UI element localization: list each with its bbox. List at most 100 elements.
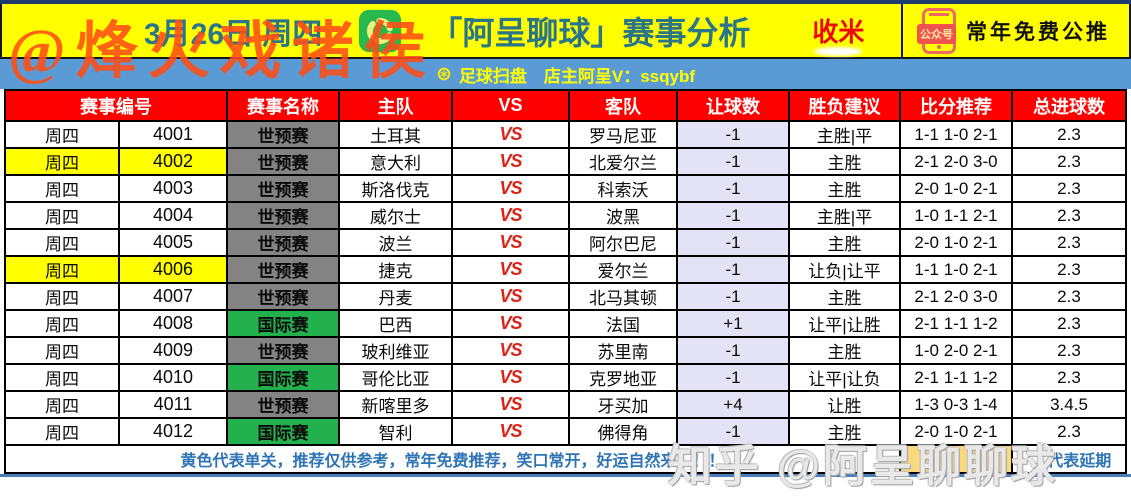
match-day-cell: 周四 [4,255,120,284]
col-header-total-goals: 总进球数 [1011,89,1127,122]
advice-cell: 主胜 [788,282,901,311]
total-goals-cell: 3.4.5 [1011,390,1127,419]
away-team-cell: 牙买加 [568,390,678,419]
score-prediction-cell: 2-0 1-0 2-1 [899,417,1013,446]
competition-cell: 世预赛 [226,147,340,176]
phone-icon: 公众号 [917,7,956,54]
match-number-cell: 4009 [118,336,228,365]
match-number-cell: 4010 [118,363,228,392]
home-team-cell: 斯洛伐克 [338,174,453,203]
swirl-logo-icon [359,9,402,52]
advice-cell: 让负|让平 [788,255,901,284]
table-row: 周四 4012 国际赛 智利 VS 佛得角 -1 主胜 2-0 1-0 2-1 2.3 [4,417,1127,446]
col-header-home: 主队 [338,89,453,122]
col-header-advice: 胜负建议 [788,89,901,122]
table-row: 周四 4005 世预赛 波兰 VS 阿尔巴尼 -1 主胜 2-0 1-0 2-1 2.3 [4,228,1127,257]
total-goals-cell: 2.3 [1011,309,1127,338]
handicap-cell: -1 [676,147,790,176]
col-header-handicap: 让球数 [676,89,790,122]
competition-cell: 国际赛 [226,309,340,338]
home-team-cell: 巴西 [338,309,453,338]
home-team-cell: 智利 [338,417,453,446]
match-table: 赛事编号 赛事名称 主队 VS 客队 让球数 胜负建议 比分推荐 总进球数 周四… [4,89,1127,474]
total-goals-cell: 2.3 [1011,417,1127,446]
table-row: 周四 4008 国际赛 巴西 VS 法国 +1 让平|让胜 2-1 1-1 1-2 2.3 [4,309,1127,338]
total-goals-cell: 2.3 [1011,120,1127,149]
match-day-cell: 周四 [4,147,120,176]
advice-cell: 主胜|平 [788,120,901,149]
away-team-cell: 克罗地亚 [568,363,678,392]
table-row: 周四 4007 世预赛 丹麦 VS 北马其顿 -1 主胜 2-1 2-0 3-0 2.3 [4,282,1127,311]
score-prediction-cell: 1-1 1-0 2-1 [899,120,1013,149]
shoumi-badge: 收米 [812,12,864,49]
advice-cell: 让胜 [788,390,901,419]
public-account-tag: 公众号 [917,23,956,44]
advice-cell: 主胜 [788,147,901,176]
total-goals-cell: 2.3 [1011,255,1127,284]
match-date: 3月26日 周四 [144,17,323,51]
table-row: 周四 4010 国际赛 哥伦比亚 VS 克罗地亚 -1 让平|让负 2-1 1-1 1-2 2.3 [4,363,1127,392]
home-team-cell: 土耳其 [338,120,453,149]
match-number-cell: 4002 [118,147,228,176]
col-header-score: 比分推荐 [899,89,1013,122]
total-goals-cell: 2.3 [1011,174,1127,203]
away-team-cell: 佛得角 [568,417,678,446]
home-team-cell: 新喀里多 [338,390,453,419]
home-team-cell: 威尔士 [338,201,453,230]
col-header-away: 客队 [568,89,678,122]
handicap-cell: -1 [676,363,790,392]
bottom-border [0,474,1131,477]
table-row: 周四 4011 世预赛 新喀里多 VS 牙买加 +4 让胜 1-3 0-3 1-4 3.4.5 [4,390,1127,419]
vs-icon: VS [451,201,570,230]
vs-icon: VS [451,309,570,338]
match-day-cell: 周四 [4,120,120,149]
home-team-cell: 哥伦比亚 [338,363,453,392]
total-goals-cell: 2.3 [1011,201,1127,230]
match-number-cell: 4011 [118,390,228,419]
handicap-cell: +1 [676,309,790,338]
match-number-cell: 4006 [118,255,228,284]
advice-cell: 让平|让胜 [788,309,901,338]
home-team-cell: 波兰 [338,228,453,257]
postponed-swatch [899,444,1013,474]
vs-icon: VS [451,174,570,203]
vs-icon: VS [451,363,570,392]
competition-cell: 世预赛 [226,255,340,284]
away-team-cell: 苏里南 [568,336,678,365]
match-number-cell: 4008 [118,309,228,338]
football-icon: ⊛ [435,63,452,85]
score-prediction-cell: 2-1 1-1 1-2 [899,363,1013,392]
advice-cell: 主胜|平 [788,201,901,230]
competition-cell: 国际赛 [226,417,340,446]
postponed-legend: ← 代表延期 [1011,444,1127,474]
vs-icon: VS [451,390,570,419]
score-prediction-cell: 2-1 2-0 3-0 [899,282,1013,311]
subheader-text: 足球扫盘 店主阿呈V：ssqybf [458,66,696,86]
match-day-cell: 周四 [4,228,120,257]
vs-icon: VS [451,147,570,176]
score-prediction-cell: 2-0 1-0 2-1 [899,174,1013,203]
total-goals-cell: 2.3 [1011,363,1127,392]
advice-cell: 主胜 [788,336,901,365]
match-number-cell: 4004 [118,201,228,230]
score-prediction-cell: 1-0 2-0 2-1 [899,336,1013,365]
vs-icon: VS [451,120,570,149]
competition-cell: 世预赛 [226,336,340,365]
competition-cell: 世预赛 [226,120,340,149]
match-number-cell: 4001 [118,120,228,149]
match-day-cell: 周四 [4,417,120,446]
away-team-cell: 科索沃 [568,174,678,203]
score-prediction-cell: 2-1 2-0 3-0 [899,147,1013,176]
top-border [0,0,1131,4]
page-title: 「阿呈聊球」赛事分析 [430,14,751,51]
subheader-bar: ⊛ 足球扫盘 店主阿呈V：ssqybf [0,59,1131,89]
total-goals-cell: 2.3 [1011,336,1127,365]
handicap-cell: -1 [676,201,790,230]
score-prediction-cell: 1-1 1-0 2-1 [899,255,1013,284]
advice-cell: 主胜 [788,417,901,446]
competition-cell: 世预赛 [226,228,340,257]
handicap-cell: -1 [676,228,790,257]
score-prediction-cell: 2-1 1-1 1-2 [899,309,1013,338]
advice-cell: 让平|让负 [788,363,901,392]
